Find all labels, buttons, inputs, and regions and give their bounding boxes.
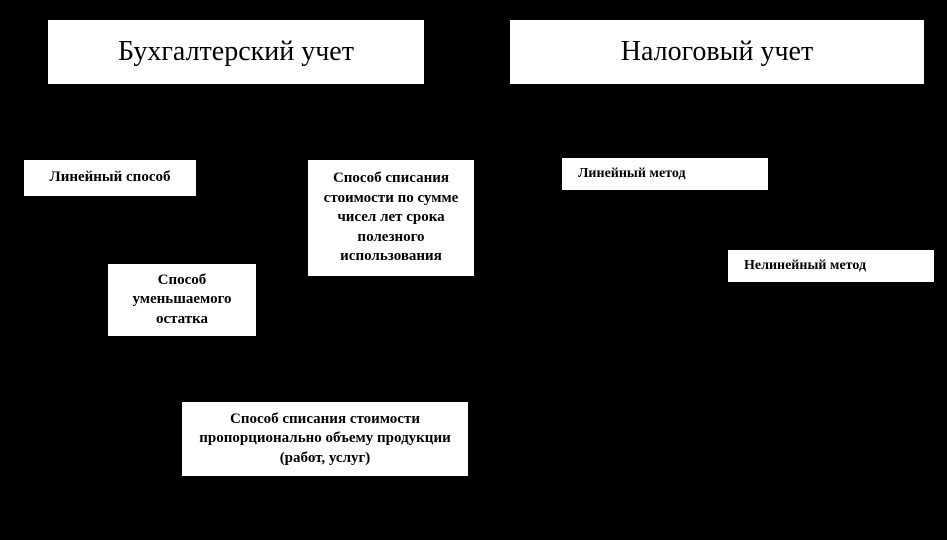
header-tax-label: Налоговый учет [621,36,813,68]
header-tax: Налоговый учет [508,18,926,86]
node-nonlinear-tax-label: Нелинейный метод [744,257,866,275]
node-linear-accounting: Линейный способ [22,158,198,198]
header-accounting-label: Бухгалтерский учет [118,36,354,68]
node-production-volume-label: Способ списания стоимости пропорциональн… [192,410,458,469]
node-reducing-balance: Способ уменьшаемого остатка [106,262,258,338]
node-production-volume: Способ списания стоимости пропорциональн… [180,400,470,478]
node-linear-tax: Линейный метод [560,156,770,192]
header-accounting: Бухгалтерский учет [46,18,426,86]
node-linear-accounting-label: Линейный способ [50,168,171,188]
node-nonlinear-tax: Нелинейный метод [726,248,936,284]
node-sum-years-label: Способ списания стоимости по сумме чисел… [318,169,464,267]
node-sum-years: Способ списания стоимости по сумме чисел… [306,158,476,278]
node-reducing-balance-label: Способ уменьшаемого остатка [118,271,246,330]
node-linear-tax-label: Линейный метод [578,165,686,183]
